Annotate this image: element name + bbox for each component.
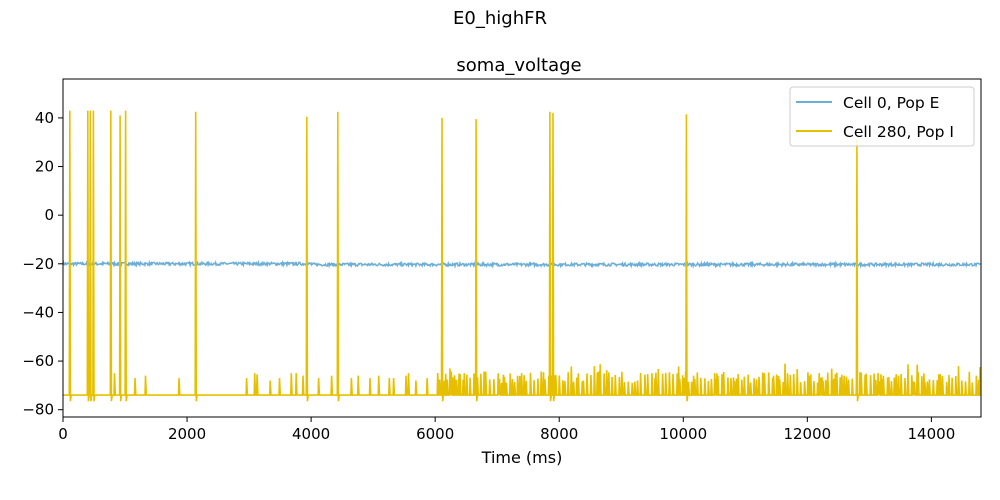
figure-suptitle: E0_highFR <box>453 8 547 29</box>
y-tick-label: 20 <box>35 158 54 176</box>
x-axis: 0 2000 4000 6000 8000 10000 12000 14000 <box>58 417 955 443</box>
x-tick-label: 14000 <box>908 425 956 443</box>
series-line-pop-e <box>63 259 981 269</box>
x-tick-label: 6000 <box>416 425 454 443</box>
x-tick-label: 4000 <box>292 425 330 443</box>
legend-box <box>789 86 975 147</box>
y-tick-label: −80 <box>22 401 54 419</box>
x-tick-label: 0 <box>58 425 68 443</box>
legend: Cell 0, Pop E Cell 280, Pop I <box>789 86 975 147</box>
chart-title: soma_voltage <box>456 55 581 76</box>
legend-entry-label: Cell 280, Pop I <box>843 123 954 141</box>
x-tick-label: 8000 <box>540 425 578 443</box>
series-line-pop-i <box>63 110 981 402</box>
y-axis: −80 −60 −40 −20 0 20 40 <box>22 109 63 419</box>
x-tick-label: 12000 <box>783 425 831 443</box>
x-tick-label: 2000 <box>168 425 206 443</box>
plot-area <box>62 78 982 418</box>
plot-frame <box>62 78 982 418</box>
x-tick-label: 10000 <box>659 425 707 443</box>
y-tick-label: 0 <box>44 206 54 224</box>
y-tick-label: −40 <box>22 303 54 321</box>
y-tick-label: −60 <box>22 352 54 370</box>
legend-entry-label: Cell 0, Pop E <box>843 94 939 112</box>
x-axis-label: Time (ms) <box>481 448 563 467</box>
y-tick-label: 40 <box>35 109 54 127</box>
y-tick-label: −20 <box>22 255 54 273</box>
